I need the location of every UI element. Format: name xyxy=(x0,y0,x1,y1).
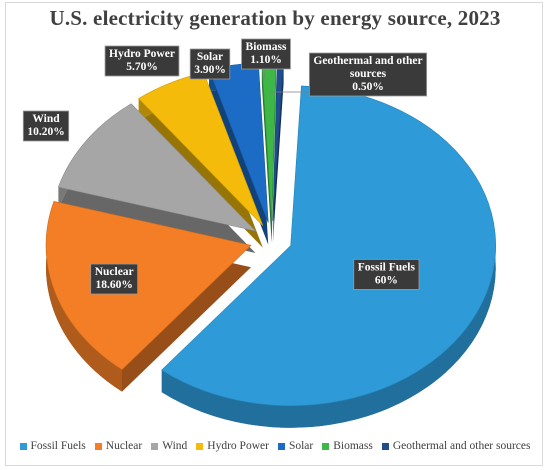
chart-title: U.S. electricity generation by energy so… xyxy=(49,6,501,30)
legend-swatch-solar xyxy=(277,442,285,450)
svg-text:Hydro Power: Hydro Power xyxy=(109,48,175,60)
legend-swatch-geothermal-and-other-sources xyxy=(381,442,389,450)
svg-text:Nuclear: Nuclear xyxy=(95,266,134,278)
legend-item-hydro-power: Hydro Power xyxy=(196,440,269,452)
legend-swatch-fossil-fuels xyxy=(19,442,27,450)
svg-text:Biomass: Biomass xyxy=(246,41,287,53)
legend-item-wind: Wind xyxy=(151,440,187,452)
svg-text:sources: sources xyxy=(350,68,387,80)
pie-slice-side-geothermal-and-other-sources xyxy=(272,82,284,243)
pie-slice-wind xyxy=(57,103,257,232)
legend-item-nuclear: Nuclear xyxy=(94,440,143,452)
legend-label-wind: Wind xyxy=(162,440,188,452)
pie-slice-nuclear xyxy=(45,200,252,371)
legend-swatch-nuclear xyxy=(94,442,102,450)
legend-swatch-biomass xyxy=(322,442,330,450)
svg-text:1.10%: 1.10% xyxy=(250,54,282,66)
svg-text:Wind: Wind xyxy=(32,113,60,125)
svg-text:3.90%: 3.90% xyxy=(194,64,226,76)
svg-text:10.20%: 10.20% xyxy=(27,126,64,138)
legend-label-hydro-power: Hydro Power xyxy=(207,440,269,452)
svg-text:0.50%: 0.50% xyxy=(352,81,384,93)
legend-label-geothermal-and-other-sources: Geothermal and other sources xyxy=(392,440,531,452)
legend-item-biomass: Biomass xyxy=(322,440,373,452)
legend-label-nuclear: Nuclear xyxy=(105,440,143,452)
pie-slice-wall-fossil-fuels xyxy=(161,85,496,428)
legend-label-fossil-fuels: Fossil Fuels xyxy=(30,440,86,452)
svg-text:5.70%: 5.70% xyxy=(126,61,158,73)
legend-item-solar: Solar xyxy=(277,440,314,452)
svg-text:18.60%: 18.60% xyxy=(95,279,132,291)
legend-label-solar: Solar xyxy=(288,440,314,452)
legend-item-fossil-fuels: Fossil Fuels xyxy=(19,440,86,452)
chart-legend: Fossil Fuels Nuclear Wind Hydro Power Solar B… xyxy=(0,440,550,452)
pie-slice-fossil-fuels xyxy=(161,85,496,407)
legend-swatch-hydro-power xyxy=(196,442,204,450)
svg-text:60%: 60% xyxy=(375,274,398,286)
legend-item-geothermal-and-other-sources: Geothermal and other sources xyxy=(381,440,531,452)
legend-swatch-wind xyxy=(151,442,159,450)
svg-text:Fossil Fuels: Fossil Fuels xyxy=(358,261,416,273)
svg-text:Solar: Solar xyxy=(197,51,223,63)
svg-text:Geothermal and other: Geothermal and other xyxy=(313,55,422,67)
legend-label-biomass: Biomass xyxy=(333,440,373,452)
